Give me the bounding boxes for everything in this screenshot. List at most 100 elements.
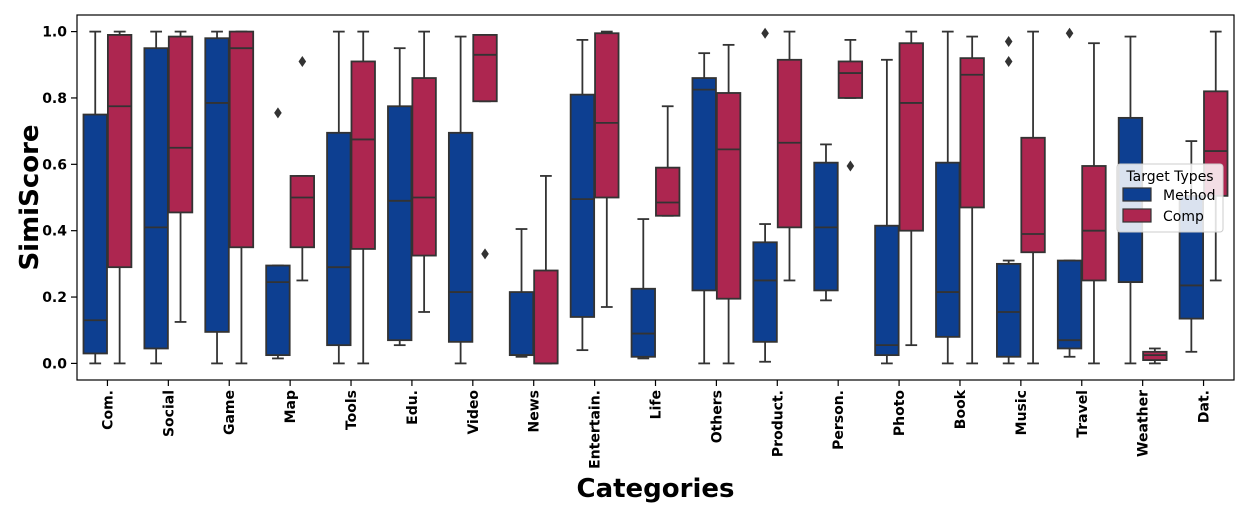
box-comp-person: [837, 38, 864, 172]
box-method-person: [813, 143, 839, 302]
box-iqr: [265, 264, 291, 357]
x-tick-label: Life: [649, 390, 665, 419]
box-comp-tools: [350, 30, 376, 365]
box-comp-others: [715, 43, 742, 365]
box-method-video: [447, 35, 474, 365]
legend: Target Types Method Comp: [1116, 163, 1224, 233]
box-iqr: [752, 241, 778, 343]
x-tick-label: Music: [1014, 390, 1030, 435]
box-method-com: [82, 30, 108, 365]
box-comp-travel: [1081, 42, 1107, 365]
box-iqr: [655, 166, 681, 217]
outlier-point: [1004, 36, 1013, 48]
box-method-game: [204, 30, 230, 365]
outlier-point: [298, 55, 307, 67]
x-tick-label: Travel: [1075, 390, 1091, 438]
box-iqr: [630, 287, 656, 358]
box-comp-weather: [1142, 347, 1168, 365]
x-tick-label: Book: [953, 389, 969, 429]
box-iqr: [350, 60, 376, 250]
x-tick-label: Map: [283, 390, 299, 423]
box-iqr: [143, 47, 169, 350]
box-method-tools: [326, 30, 352, 365]
x-tick-label: Others: [709, 390, 725, 443]
x-tick-label: Dat.: [1197, 390, 1213, 423]
box-iqr: [508, 291, 535, 357]
x-tick-label: Photo: [892, 390, 908, 437]
box-method-map: [265, 107, 291, 360]
outlier-point: [761, 27, 769, 39]
box-iqr: [82, 113, 108, 355]
legend-swatch-comp: [1122, 208, 1152, 223]
y-tick-label: 1.0: [42, 25, 67, 41]
box-iqr: [1056, 259, 1083, 350]
box-iqr: [996, 262, 1022, 358]
box-method-life: [630, 218, 656, 360]
x-tick-label: Tools: [344, 390, 360, 430]
box-method-product: [752, 27, 778, 363]
box-comp-entertain: [594, 30, 620, 308]
box-method-photo: [874, 58, 900, 365]
axis-layer: 0.0 0.2 0.4 0.6 0.8 1.0 Com. Social Game Map Tools…: [42, 25, 1212, 469]
box-comp-com: [106, 30, 133, 365]
box-iqr: [411, 77, 437, 257]
box-comp-video: [472, 34, 498, 260]
box-iqr: [228, 30, 255, 249]
box-iqr: [472, 34, 498, 103]
x-tick-label: News: [527, 390, 543, 432]
legend-title: Target Types: [1125, 169, 1213, 185]
outlier-point: [1004, 55, 1013, 67]
box-method-social: [143, 30, 169, 365]
box-comp-map: [289, 55, 315, 282]
box-iqr: [691, 77, 717, 292]
box-iqr: [447, 131, 474, 343]
box-comp-life: [655, 105, 681, 217]
box-comp-news: [533, 175, 559, 365]
box-comp-social: [167, 30, 194, 323]
y-tick-label: 0.6: [42, 157, 67, 173]
box-comp-book: [959, 35, 985, 365]
legend-label-comp: Comp: [1163, 209, 1204, 225]
box-comp-photo: [898, 30, 924, 347]
y-tick-label: 0.4: [42, 224, 67, 240]
box-method-travel: [1056, 27, 1083, 358]
box-iqr: [837, 60, 864, 99]
box-iqr: [289, 175, 315, 249]
box-iqr: [959, 57, 985, 209]
box-iqr: [874, 224, 900, 357]
x-tick-label: Com.: [100, 390, 116, 430]
box-method-edu: [387, 47, 413, 347]
box-iqr: [106, 34, 133, 269]
x-tick-label: Video: [466, 390, 482, 435]
x-tick-label: Product.: [770, 390, 786, 457]
x-tick-label: Weather: [1136, 390, 1152, 457]
y-tick-label: 0.8: [42, 91, 67, 107]
y-tick-label: 0.0: [42, 356, 67, 372]
box-method-music: [996, 36, 1022, 365]
outlier-point: [481, 248, 489, 260]
y-axis-title: SimiScore: [15, 124, 45, 270]
box-iqr: [569, 93, 596, 318]
box-iqr: [935, 161, 961, 338]
box-method-entertain: [569, 38, 596, 352]
box-comp-dat: [1203, 30, 1229, 282]
box-iqr: [204, 37, 230, 333]
box-comp-product: [776, 30, 803, 282]
outlier-point: [846, 160, 855, 172]
x-tick-label: Entertain.: [588, 390, 604, 469]
box-comp-game: [228, 30, 255, 365]
x-tick-label: Game: [222, 390, 238, 435]
x-tick-label: Edu.: [405, 390, 421, 425]
outlier-point: [1065, 27, 1074, 39]
box-iqr: [167, 35, 194, 214]
plot-layer: [82, 27, 1229, 365]
box-comp-edu: [411, 30, 437, 313]
x-tick-label: Social: [161, 390, 177, 437]
legend-swatch-method: [1122, 187, 1152, 202]
box-iqr: [715, 92, 742, 300]
box-method-book: [935, 30, 961, 365]
box-iqr: [1020, 136, 1046, 254]
x-axis-title: Categories: [576, 474, 734, 504]
